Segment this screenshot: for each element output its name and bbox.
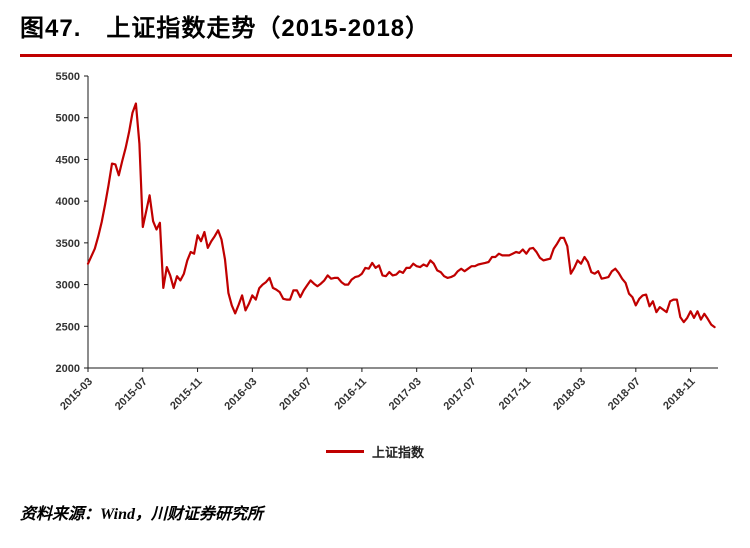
svg-text:2015-11: 2015-11 — [168, 376, 205, 413]
svg-text:5000: 5000 — [56, 113, 80, 125]
svg-text:5500: 5500 — [56, 71, 80, 83]
svg-text:3500: 3500 — [56, 238, 80, 250]
svg-text:2016-07: 2016-07 — [277, 376, 314, 413]
svg-text:2018-11: 2018-11 — [661, 376, 698, 413]
svg-text:2015-03: 2015-03 — [58, 376, 95, 413]
svg-text:2018-03: 2018-03 — [551, 376, 588, 413]
svg-text:2000: 2000 — [56, 363, 80, 375]
svg-text:2016-03: 2016-03 — [222, 376, 259, 413]
page-title: 图47. 上证指数走势（2015-2018） — [20, 15, 431, 42]
source-note: 资料来源：Wind，川财证券研究所 — [20, 506, 263, 523]
svg-text:2018-07: 2018-07 — [606, 376, 643, 413]
legend-line-swatch — [325, 449, 364, 453]
svg-text:2015-07: 2015-07 — [113, 376, 150, 413]
svg-text:2016-11: 2016-11 — [332, 376, 369, 413]
svg-text:3000: 3000 — [56, 280, 80, 292]
svg-text:2017-07: 2017-07 — [442, 376, 479, 413]
svg-text:4500: 4500 — [56, 154, 80, 166]
title-underline — [20, 54, 732, 57]
svg-text:4000: 4000 — [56, 196, 80, 208]
svg-text:2017-03: 2017-03 — [387, 376, 424, 413]
index-line-chart: 2000 2500 3000 3500 4000 4500 5000 5500 2015-03 2… — [28, 64, 734, 430]
svg-text:2017-11: 2017-11 — [497, 376, 534, 413]
chart-legend: 上证指数 — [0, 442, 750, 460]
svg-text:2500: 2500 — [56, 321, 80, 333]
chart-canvas: 2000 2500 3000 3500 4000 4500 5000 5500 2015-03 2… — [56, 71, 718, 413]
legend-label: 上证指数 — [371, 444, 424, 460]
